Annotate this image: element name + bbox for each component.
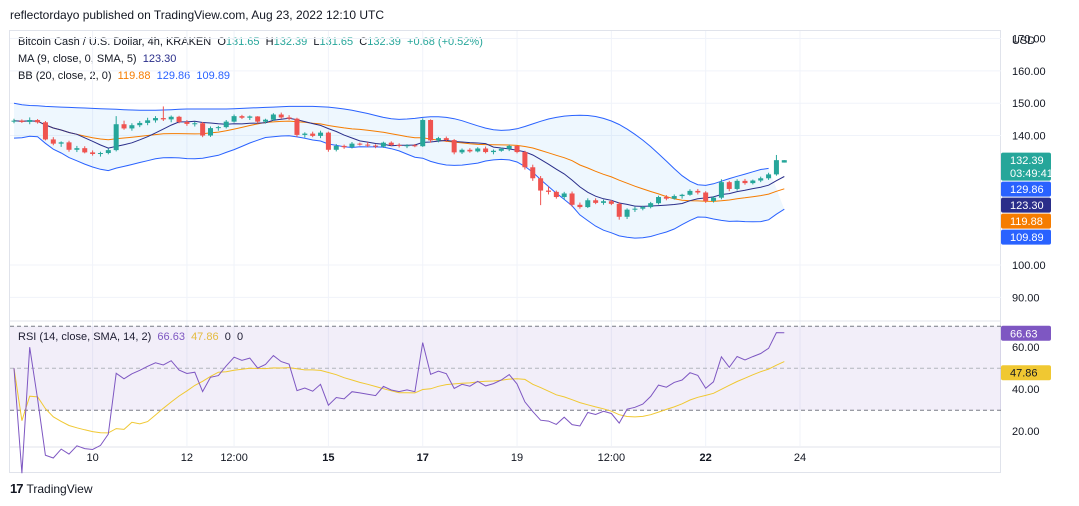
open-label: O	[217, 36, 226, 48]
high-value: 132.39	[273, 36, 308, 48]
rsi-extra-1: 0	[224, 331, 231, 343]
price-badge-2	[1001, 197, 1051, 213]
price-badge-text-0: 132.39	[1010, 155, 1044, 167]
rsi-badge-text-0: 66.63	[1010, 328, 1038, 340]
ma-legend[interactable]: MA (9, close, 0, SMA, 5) 123.30	[18, 53, 176, 65]
bb-legend[interactable]: BB (20, close, 2, 0) 119.88 129.86 109.8…	[18, 70, 230, 82]
bb-upper-value: 129.86	[156, 70, 191, 82]
rsi-ma-value: 47.86	[191, 331, 219, 343]
rsi-legend[interactable]: RSI (14, close, SMA, 14, 2) 66.63 47.86 …	[18, 331, 243, 343]
tradingview-footer[interactable]: 17 TradingView	[10, 481, 93, 496]
bb-lower-value: 109.89	[196, 70, 231, 82]
currency-label: USD	[1012, 35, 1035, 47]
price-badge-text-2: 123.30	[1010, 200, 1044, 212]
open-value: 131.65	[225, 36, 260, 48]
close-label: C	[359, 36, 368, 48]
rsi-tick-0: 60.00	[1012, 342, 1040, 354]
price-tick-3: 140.00	[1012, 131, 1046, 143]
rsi-badge-1	[1001, 365, 1051, 381]
high-label: H	[265, 36, 274, 48]
symbol-legend[interactable]: Bitcoin Cash / U.S. Dollar, 4h, KRAKEN O…	[18, 36, 483, 48]
price-badge-0	[1001, 152, 1051, 181]
tradingview-brand: TradingView	[26, 481, 93, 496]
ma-value: 123.30	[142, 53, 177, 65]
price-badge-3	[1001, 213, 1051, 229]
rsi-label: RSI (14, close, SMA, 14, 2)	[18, 331, 152, 343]
close-value: 132.39	[367, 36, 401, 48]
bb-label: BB (20, close, 2, 0)	[18, 70, 112, 82]
low-label: L	[313, 36, 320, 48]
low-value: 131.65	[319, 36, 354, 48]
rsi-tick-1: 40.00	[1012, 384, 1040, 396]
symbol-name: Bitcoin Cash / U.S. Dollar, 4h, KRAKEN	[18, 36, 212, 48]
tradingview-logo-icon: 17	[10, 481, 24, 496]
price-tick-1: 160.00	[1012, 66, 1046, 78]
rsi-tick-2: 20.00	[1012, 426, 1040, 438]
price-tick-4: 100.00	[1012, 260, 1046, 272]
ma-label: MA (9, close, 0, SMA, 5)	[18, 53, 137, 65]
price-badge-sub-0: 03:49:41	[1010, 168, 1053, 180]
chart-frame[interactable]	[9, 30, 1001, 473]
rsi-extra-2: 0	[236, 331, 244, 343]
price-badge-1	[1001, 181, 1051, 197]
price-tick-0: 170.00	[1012, 33, 1046, 45]
price-badge-text-3: 119.88	[1010, 216, 1043, 228]
bb-basis-value: 119.88	[117, 70, 151, 82]
price-tick-2: 150.00	[1012, 98, 1046, 110]
rsi-badge-0	[1001, 325, 1051, 341]
price-tick-5: 90.00	[1012, 292, 1040, 304]
rsi-value: 66.63	[157, 331, 185, 343]
change-value: +0.68 (+0.52%)	[407, 36, 483, 48]
price-badge-4	[1001, 229, 1051, 245]
price-badge-text-1: 129.86	[1010, 184, 1044, 196]
rsi-badge-text-1: 47.86	[1010, 368, 1038, 380]
price-badge-text-4: 109.89	[1010, 232, 1044, 244]
published-header: reflectordayo published on TradingView.c…	[10, 8, 385, 22]
